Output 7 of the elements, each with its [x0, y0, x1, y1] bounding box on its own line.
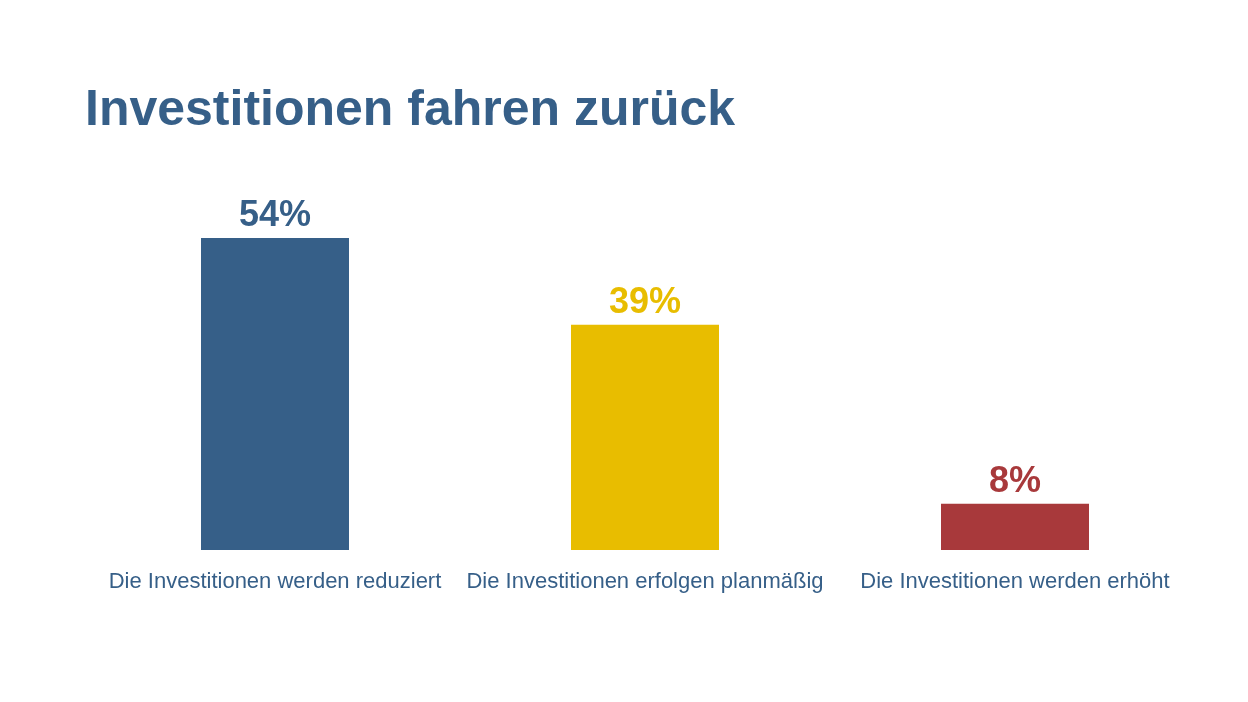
data-label: 39% [608, 279, 682, 321]
data-label: 8% [988, 458, 1042, 500]
x-tick-label: Die Investitionen erfolgen planmäßig [466, 567, 824, 593]
chart-title: Investitionen fahren zurück [85, 79, 736, 138]
x-tick-label: Die Investitionen werden erhöht [860, 567, 1170, 593]
data-label: 54% [238, 193, 312, 234]
x-tick-label: Die Investitionen werden reduziert [108, 567, 442, 593]
